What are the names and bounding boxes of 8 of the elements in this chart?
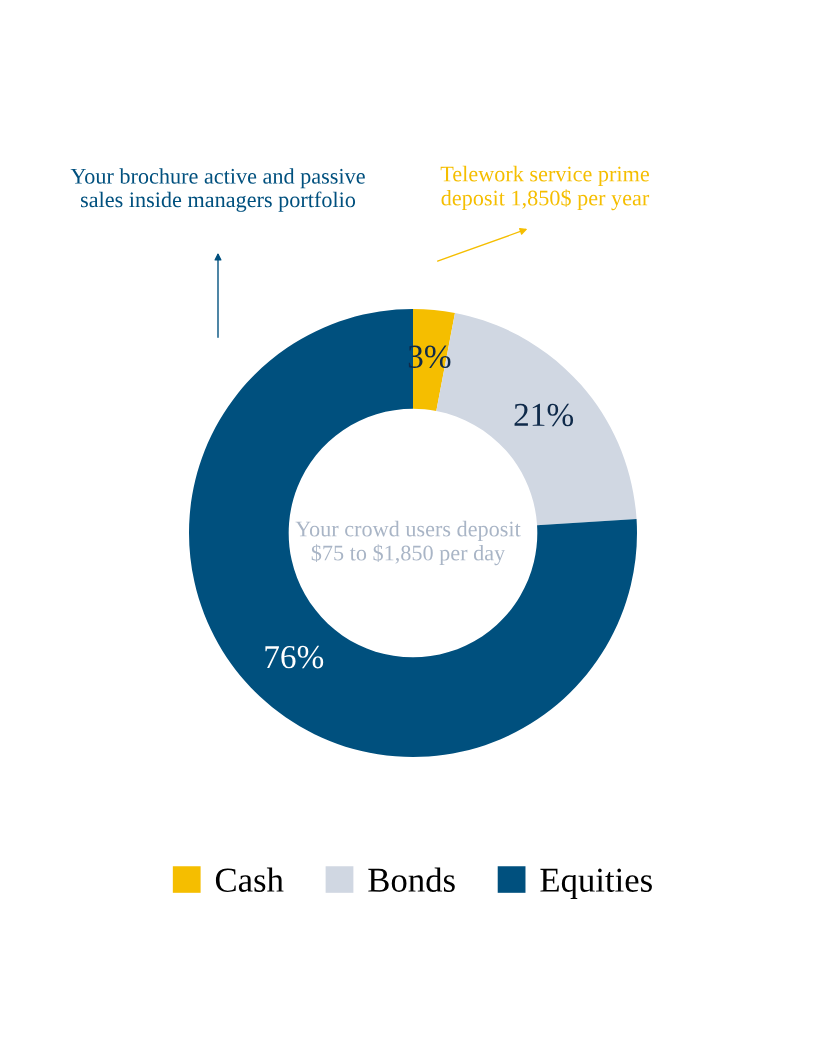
legend-label: Cash [215, 867, 284, 892]
text: Your crowd users deposit $75 to $1,850 per day [295, 520, 521, 566]
legend-label: Equities [540, 868, 652, 899]
text: Your brochure active and passive sales inside managers portfolio [70, 168, 365, 212]
legend-label: Bonds [368, 867, 455, 892]
data-label: 21% [514, 403, 574, 427]
text: Telework service prime deposit 1,850$ per year [440, 165, 650, 211]
data-label: 76% [265, 645, 324, 669]
